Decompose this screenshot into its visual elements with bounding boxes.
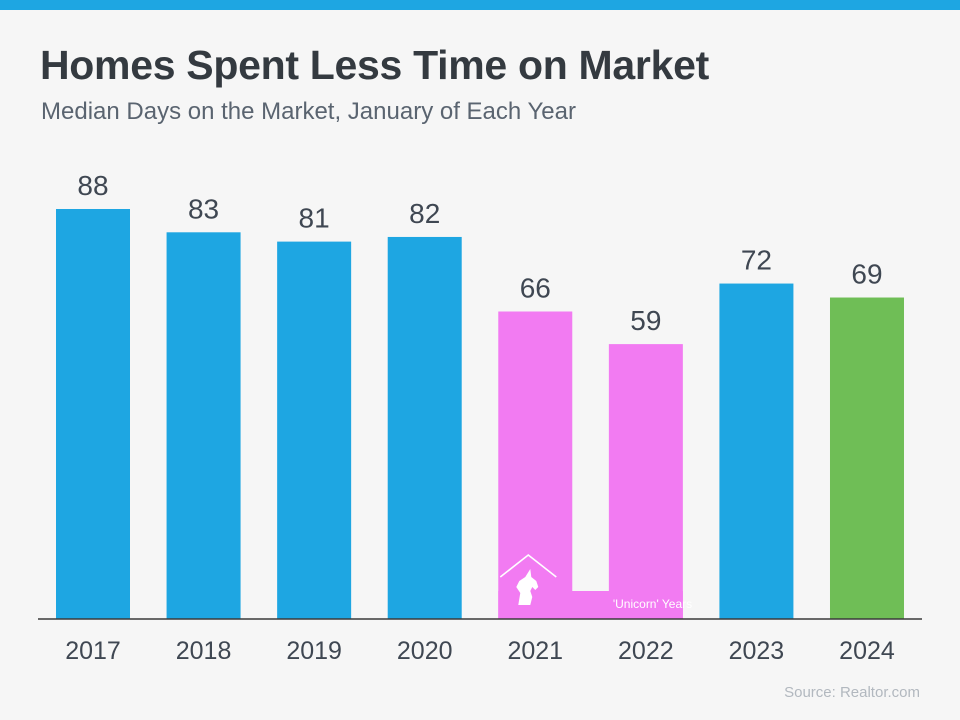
chart-subtitle: Median Days on the Market, January of Ea… [41,98,576,125]
value-label-2018: 83 [188,193,219,224]
unicorn-annotation: 'Unicorn' Years [498,553,692,619]
bar-2020 [387,236,462,619]
value-label-2021: 66 [520,273,551,304]
value-label-2019: 81 [299,203,330,234]
bar-2023 [719,283,794,619]
chart-title: Homes Spent Less Time on Market [40,42,709,88]
x-tick-label-2020: 2020 [397,637,453,665]
value-label-2020: 82 [409,198,440,229]
bar-2022 [608,344,683,619]
value-label-2024: 69 [851,259,882,290]
value-label-2017: 88 [77,170,108,201]
bar-2024 [829,297,904,619]
house-roof-outline [499,553,557,578]
value-label-2023: 72 [741,245,772,276]
x-tick-label-2018: 2018 [176,637,232,665]
unicorn-years-label: 'Unicorn' Years [613,597,692,611]
x-tick-label-2024: 2024 [839,637,895,665]
bars-group [56,209,904,620]
unicorn-house-icon [499,553,557,605]
unicorn-silhouette [516,569,539,605]
x-tick-label-2019: 2019 [286,637,342,665]
top-accent-stripe [0,0,960,10]
x-tick-label-2022: 2022 [618,637,674,665]
bar-2017 [56,209,130,619]
bar-2018 [166,232,241,620]
value-labels-group: 88 83 81 82 66 59 72 69 [77,170,882,336]
value-label-2022: 59 [630,305,661,336]
bar-2019 [277,241,352,620]
x-tick-label-2023: 2023 [729,637,785,665]
x-tick-label-2021: 2021 [507,637,563,665]
x-tick-label-2017: 2017 [65,637,121,665]
source-note: Source: Realtor.com [784,684,920,701]
x-tick-labels-group: 2017 2018 2019 2020 2021 2022 2023 2024 [65,637,895,665]
bar-2021 [498,311,573,619]
